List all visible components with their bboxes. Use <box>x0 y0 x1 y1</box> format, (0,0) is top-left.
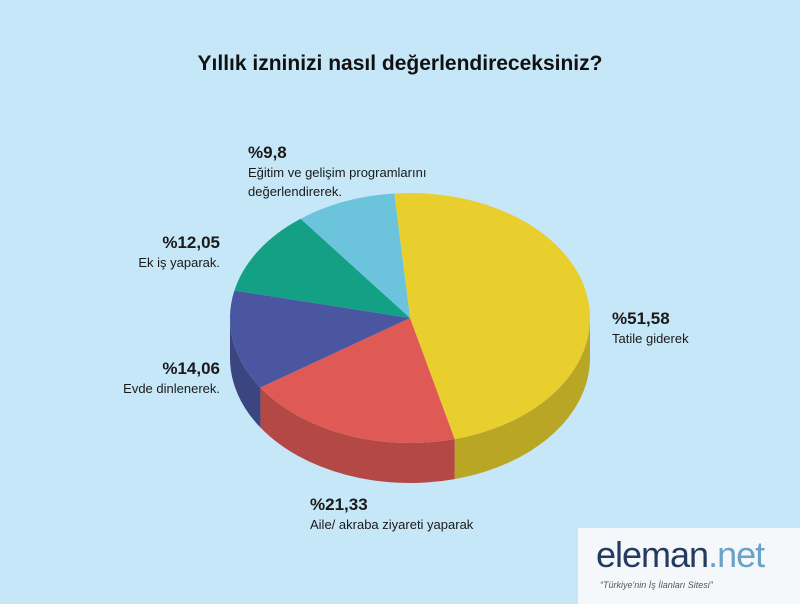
slice-side <box>454 318 591 480</box>
value-label: %51,58 <box>612 309 670 328</box>
category-label: Ek iş yaparak. <box>138 255 220 270</box>
slice <box>234 218 410 318</box>
slice-side <box>230 318 261 428</box>
category-label: Evde dinlenerek. <box>123 381 220 396</box>
logo-name: eleman.net <box>596 534 765 576</box>
value-label: %9,8 <box>248 143 287 162</box>
data-label: %14,06 Evde dinlenerek. <box>60 358 220 398</box>
data-label: %51,58 Tatile giderek <box>612 308 762 348</box>
value-label: %12,05 <box>162 233 220 252</box>
logo-tagline: “Türkiye'nin İş İlanları Sitesi” <box>600 580 713 590</box>
value-label: %14,06 <box>162 359 220 378</box>
logo-part: eleman <box>596 534 709 575</box>
slice-side <box>260 387 455 484</box>
data-label: %9,8 Eğitim ve gelişim programlarını değe… <box>248 142 468 201</box>
data-label: %21,33 Aile/ akraba ziyareti yaparak <box>310 494 570 534</box>
category-label: Eğitim ve gelişim programlarını değerlen… <box>248 165 427 199</box>
slice <box>230 290 410 388</box>
slice <box>394 192 591 440</box>
slice <box>260 318 455 443</box>
chart-title: Yıllık izninizi nasıl değerlendireceksin… <box>197 52 603 75</box>
slice <box>300 193 410 318</box>
logo: eleman.net “Türkiye'nin İş İlanları Site… <box>578 528 800 604</box>
value-label: %21,33 <box>310 495 368 514</box>
category-label: Tatile giderek <box>612 331 689 346</box>
logo-part: .net <box>708 534 765 575</box>
category-label: Aile/ akraba ziyareti yaparak <box>310 517 474 532</box>
data-label: %12,05 Ek iş yaparak. <box>60 232 220 272</box>
